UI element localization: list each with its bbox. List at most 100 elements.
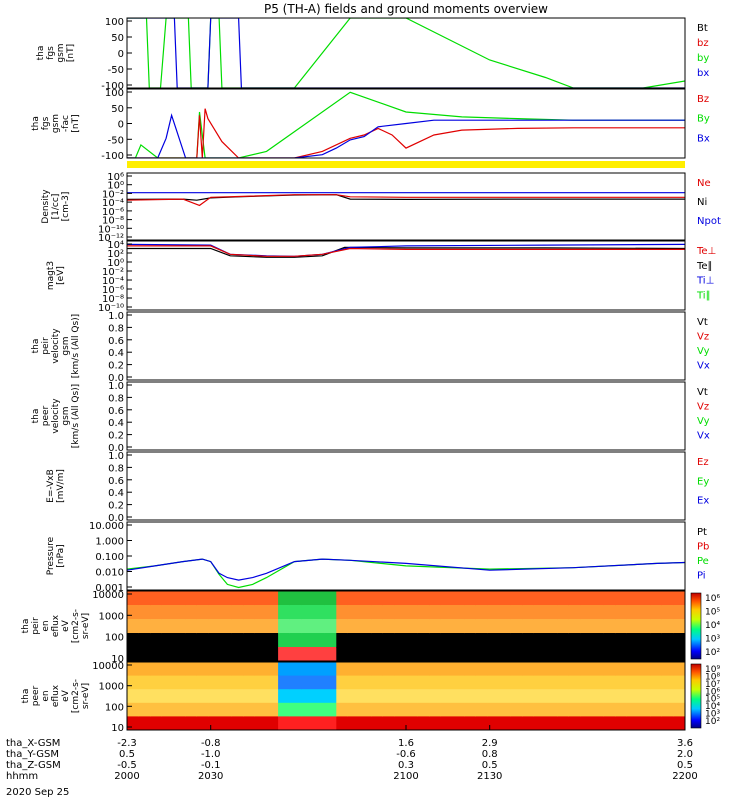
- peer-en-eflux-cell: [347, 662, 360, 677]
- peer-en-eflux-cell: [557, 675, 570, 690]
- peir-en-eflux-cell: [522, 647, 535, 662]
- peir-en-eflux-cell: [301, 605, 314, 620]
- peer-en-eflux-cell: [592, 702, 605, 717]
- fgs-gsm-fac-legend-Bz: Bz: [697, 94, 709, 105]
- peir-en-eflux-cell: [417, 633, 430, 648]
- peer-en-eflux-cell: [452, 675, 465, 690]
- peir-en-eflux-ytick-label: 100: [105, 633, 124, 644]
- peer-en-eflux-cell: [138, 702, 151, 717]
- peer-en-eflux-cell: [440, 702, 453, 717]
- peer-en-eflux-cell: [406, 689, 419, 704]
- peer-en-eflux-cell: [324, 702, 337, 717]
- peer-en-eflux-cell: [417, 675, 430, 690]
- peir-en-eflux-cell: [254, 619, 267, 634]
- peir-en-eflux-cell: [592, 633, 605, 648]
- peer-en-eflux-cell: [545, 702, 558, 717]
- peer-en-eflux-cell: [638, 689, 651, 704]
- peir-en-eflux-cell: [650, 605, 663, 620]
- peer-en-eflux-cell: [336, 689, 349, 704]
- temperature-ylabel-line: [eV]: [56, 266, 66, 285]
- peir-en-eflux-cell: [475, 619, 488, 634]
- peer-en-eflux-cell: [161, 716, 174, 731]
- peer-en-eflux-cell: [522, 662, 535, 677]
- fgs-gsm-fac-ylabel-line: -fac: [61, 115, 71, 132]
- peer-en-eflux-cell: [487, 662, 500, 677]
- peer-en-eflux-cell: [289, 716, 302, 731]
- peir-en-eflux-cell: [243, 591, 256, 606]
- peir-en-eflux-cell: [580, 591, 593, 606]
- peer-en-eflux-cell: [289, 702, 302, 717]
- peir-en-eflux-cell: [196, 591, 209, 606]
- peer-en-eflux-cell: [394, 675, 407, 690]
- peer-en-eflux-cell: [615, 675, 628, 690]
- peir-en-eflux-cell: [429, 633, 442, 648]
- peer-en-eflux-ylabel-line: en: [41, 690, 51, 701]
- peir-en-eflux-cell: [347, 647, 360, 662]
- peir-en-eflux-cell: [243, 619, 256, 634]
- peir-en-eflux-cell: [638, 633, 651, 648]
- peer-en-eflux-cell: [324, 689, 337, 704]
- peer-en-eflux-cell: [301, 675, 314, 690]
- peir-en-eflux-cell: [510, 619, 523, 634]
- peer-en-eflux-cell: [429, 675, 442, 690]
- peir-en-eflux-cell: [324, 605, 337, 620]
- efield-frame: [126, 451, 686, 521]
- peir-en-eflux-cell: [650, 647, 663, 662]
- density-frame: [126, 172, 686, 241]
- peir-en-eflux-cell: [673, 633, 686, 648]
- fgs-gsm-ytick-label: 100: [105, 17, 124, 28]
- peer-en-eflux-cell: [371, 702, 384, 717]
- peer-en-eflux-cell: [661, 716, 674, 731]
- xaxis-tick-Z: -0.1: [201, 760, 221, 771]
- peer-en-eflux-cell: [371, 675, 384, 690]
- peir-en-eflux-cell: [313, 591, 326, 606]
- peer-en-eflux-cell: [557, 716, 570, 731]
- peer-en-eflux-cell: [661, 689, 674, 704]
- peer-en-eflux-cell: [161, 675, 174, 690]
- peir-en-eflux-cell: [638, 605, 651, 620]
- peir-en-eflux-cell: [138, 633, 151, 648]
- peir-velocity-ytick-label: 0.6: [108, 336, 124, 347]
- peir-en-eflux-cell: [440, 647, 453, 662]
- peir-en-eflux-cell: [673, 605, 686, 620]
- temperature-ytick-label: 10⁰: [107, 258, 124, 269]
- fgs-gsm-fac-ylabel-line: fgs: [41, 116, 51, 130]
- peer-en-eflux-cell: [475, 675, 488, 690]
- peer-en-eflux-cell: [313, 662, 326, 677]
- peer-en-eflux-cell: [661, 662, 674, 677]
- peir-en-eflux-cell: [429, 591, 442, 606]
- peer-en-eflux-cell: [533, 702, 546, 717]
- peer-en-eflux-cell: [185, 675, 198, 690]
- peir-en-eflux-cell: [359, 633, 372, 648]
- peer-en-eflux-colorbar-tick: 10⁵: [705, 695, 720, 705]
- peer-en-eflux-cell: [266, 689, 279, 704]
- temperature-legend-Ti⊥: Ti⊥: [696, 276, 714, 287]
- fgs-gsm-ytick-label: -100: [101, 81, 124, 92]
- xaxis-tick-Y: 0.8: [482, 749, 498, 760]
- peir-en-eflux-cell: [603, 633, 616, 648]
- peer-en-eflux-cell: [557, 702, 570, 717]
- peer-en-eflux-cell: [196, 689, 209, 704]
- peer-en-eflux-cell: [452, 702, 465, 717]
- xaxis-tick-hhmm: 2030: [198, 771, 223, 782]
- peer-en-eflux-cell: [626, 702, 639, 717]
- temperature-series-group: [127, 243, 685, 258]
- peer-en-eflux-cell: [254, 662, 267, 677]
- peer-en-eflux-cell: [266, 662, 279, 677]
- fgs-gsm-ylabel-line: gsm: [56, 43, 66, 62]
- peir-en-eflux-cell: [533, 605, 546, 620]
- peer-en-eflux-cell: [324, 662, 337, 677]
- peir-en-eflux-cell: [545, 619, 558, 634]
- density-ytick-label: 10⁻²: [102, 189, 124, 200]
- peir-en-eflux-cell: [231, 605, 244, 620]
- xaxis-tick-hhmm: 2200: [672, 771, 697, 782]
- pressure-ytick-label: 0.100: [95, 552, 124, 563]
- peir-en-eflux-cell: [161, 605, 174, 620]
- peir-en-eflux-cell: [452, 605, 465, 620]
- peir-en-eflux-cell: [382, 633, 395, 648]
- panel-peir-en-eflux: 10⁶ 10⁵ 10⁴ 10³ 10² 10000 1000 100 10 tha peir en ef…: [21, 590, 720, 665]
- temperature-series-Te⊥: [127, 245, 685, 257]
- peir-en-eflux-cell: [150, 647, 163, 662]
- peir-en-eflux-cell: [278, 647, 291, 662]
- peer-en-eflux-cell: [626, 662, 639, 677]
